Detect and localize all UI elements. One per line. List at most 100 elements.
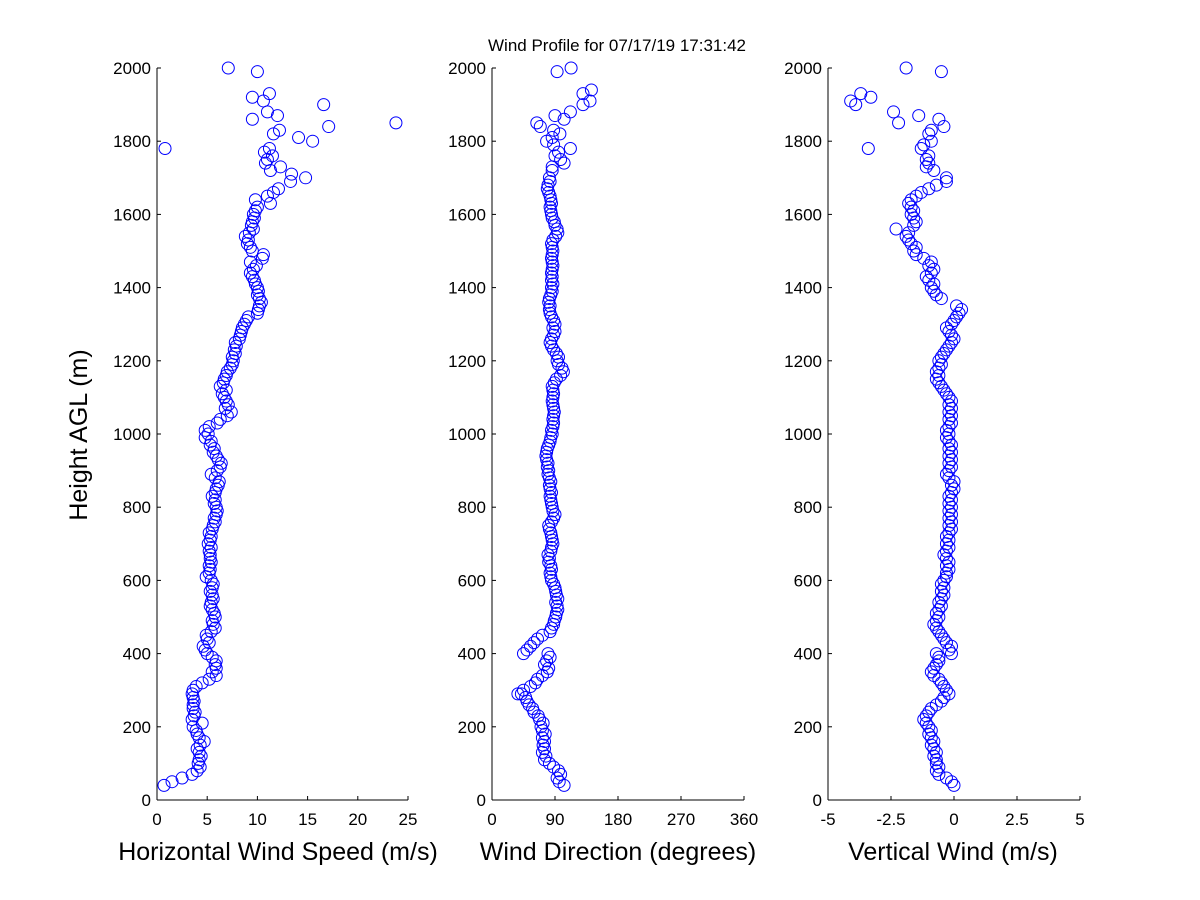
data-point	[864, 90, 878, 104]
data-point	[531, 672, 544, 686]
data-point	[175, 771, 189, 785]
data-point	[939, 174, 953, 188]
data-point	[545, 379, 559, 393]
y-tick-label: 400	[794, 645, 822, 664]
data-point	[554, 368, 568, 382]
data-point	[942, 643, 956, 657]
data-point	[530, 116, 544, 130]
y-tick-label: 0	[813, 791, 822, 810]
x-tick-label: 2.5	[1005, 810, 1029, 829]
data-point	[922, 156, 936, 170]
data-point	[844, 94, 858, 108]
y-tick-label: 1800	[784, 132, 822, 151]
data-point	[937, 120, 951, 134]
y-tick-label: 800	[123, 498, 151, 517]
data-point	[538, 727, 552, 741]
data-point	[552, 145, 565, 159]
data-point	[208, 493, 222, 507]
data-point	[192, 753, 206, 767]
data-point	[209, 449, 223, 463]
data-point	[899, 229, 913, 243]
data-point	[922, 127, 936, 141]
data-point	[947, 332, 961, 346]
data-point	[193, 760, 207, 774]
y-tick-label: 1200	[784, 352, 822, 371]
data-point	[545, 131, 559, 145]
data-point	[514, 687, 528, 701]
data-point	[545, 163, 559, 177]
data-point	[939, 636, 953, 650]
data-point	[202, 559, 216, 573]
y-tick-label: 2000	[784, 59, 822, 78]
data-point	[937, 632, 951, 646]
data-point	[854, 87, 868, 101]
data-point	[524, 680, 537, 694]
data-point	[273, 160, 287, 174]
data-point	[924, 281, 938, 295]
data-point	[220, 409, 234, 423]
data-point	[543, 650, 557, 664]
data-point	[519, 691, 533, 705]
data-point	[552, 350, 565, 364]
data-point	[927, 163, 941, 177]
data-point	[201, 537, 215, 551]
data-point	[188, 705, 202, 719]
y-tick-label: 0	[477, 791, 486, 810]
data-point	[548, 149, 562, 163]
data-point	[245, 90, 259, 104]
y-tick-label: 600	[458, 571, 486, 590]
data-point	[550, 65, 564, 79]
data-point	[947, 778, 961, 792]
data-point	[165, 775, 179, 789]
data-point	[554, 767, 568, 781]
data-point	[215, 387, 229, 401]
data-point	[205, 489, 219, 503]
data-point	[934, 577, 948, 591]
data-point	[932, 760, 946, 774]
data-point	[528, 676, 542, 690]
data-point	[934, 65, 948, 79]
data-point	[213, 412, 227, 426]
data-point	[248, 193, 262, 207]
data-point	[212, 475, 226, 489]
data-point	[262, 142, 276, 156]
data-point	[889, 222, 903, 236]
data-point	[546, 233, 560, 247]
data-point	[917, 251, 931, 265]
data-point	[547, 760, 561, 774]
data-point	[202, 636, 216, 650]
data-point	[861, 142, 875, 156]
y-tick-label: 800	[458, 498, 486, 517]
data-point	[195, 716, 209, 730]
data-point	[545, 515, 558, 529]
data-point	[892, 116, 906, 130]
data-point	[522, 698, 536, 712]
data-point	[202, 544, 216, 558]
data-point	[531, 632, 544, 646]
y-tick-label: 1200	[448, 352, 486, 371]
data-point	[250, 281, 264, 295]
data-point	[549, 229, 563, 243]
data-point	[202, 526, 216, 540]
data-point	[190, 742, 204, 756]
data-point	[932, 354, 946, 368]
x-axis-label: Vertical Wind (m/s)	[848, 838, 1058, 866]
y-tick-label: 400	[123, 645, 151, 664]
data-point	[536, 716, 550, 730]
data-point	[583, 94, 597, 108]
data-point	[245, 112, 259, 126]
data-point	[194, 749, 208, 763]
data-point	[535, 628, 549, 642]
data-point	[942, 390, 956, 404]
data-point	[235, 321, 249, 335]
data-point	[545, 332, 558, 346]
data-point	[550, 222, 564, 236]
data-point	[907, 244, 921, 258]
data-point	[929, 658, 943, 672]
data-point	[247, 273, 261, 287]
x-tick-label: 360	[730, 810, 758, 829]
data-point	[195, 676, 209, 690]
x-tick-label: 5	[1075, 810, 1084, 829]
